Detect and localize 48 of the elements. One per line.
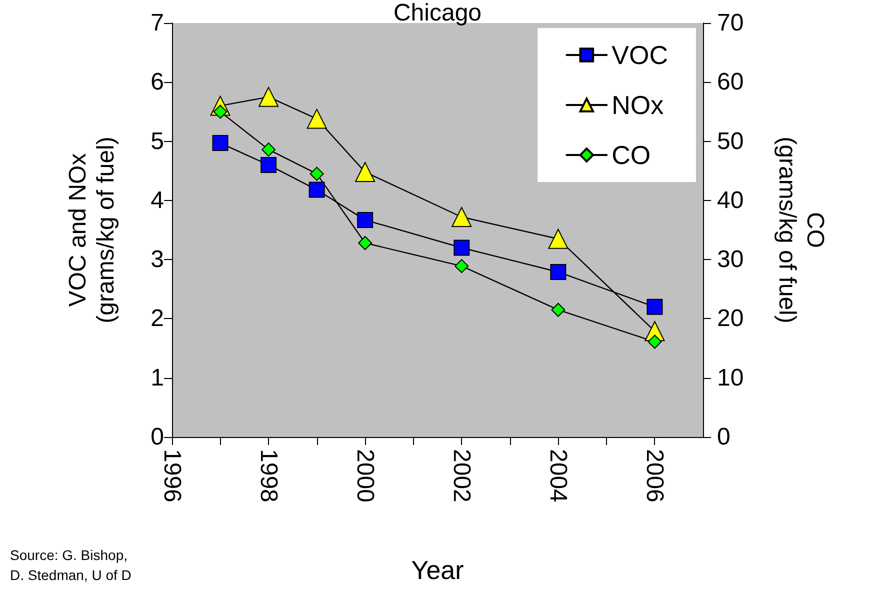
x-tick-label: 2004 [544,449,572,502]
y-axis-title: VOC and NOx (grams/kg of fuel) [64,136,120,324]
point [310,166,324,181]
point [260,156,277,173]
point [212,135,228,152]
point [262,142,276,157]
point [358,236,372,250]
point [548,228,568,249]
point [454,259,469,274]
point [306,108,327,129]
legend-label: NOx [612,90,664,120]
point [550,264,566,280]
x-tick-label: 2002 [448,449,476,502]
y-tick-label: 5 [150,128,164,155]
y-tick-label: 7 [150,10,164,36]
point [551,302,566,317]
point [646,298,663,315]
y2-tick-label: 50 [717,128,744,155]
y2-tick-label: 30 [717,246,744,274]
point [452,206,472,227]
y-tick-label: 6 [150,68,164,96]
y2-axis-title: CO (grams/kg of fuel) [774,136,828,324]
y2-tick-label: 60 [717,68,744,96]
point [308,182,325,198]
x-tick-label: 1998 [255,449,282,502]
y2-tick-label: 0 [717,424,730,450]
y-tick-label: 1 [150,364,164,392]
point [454,240,470,256]
legend-label: VOC [612,40,668,70]
y-tick-label: 3 [150,246,164,274]
source-note: Source: G. Bishop, D. Stedman, U of D [10,547,132,583]
legend-label: CO [612,140,651,170]
x-tick-label: 2000 [352,449,379,502]
point [357,212,374,228]
y-tick-label: 0 [150,424,164,450]
chart-title: Chicago [393,0,482,26]
x-tick-label: 2006 [641,449,668,502]
y2-tick-label: 70 [717,10,744,36]
point [355,162,376,182]
x-tick-label: 1996 [158,449,186,502]
y2-tick-label: 20 [717,305,744,332]
x-axis-title: Year [411,555,464,585]
point [648,334,662,349]
y2-tick-label: 40 [717,186,744,214]
y-tick-label: 4 [150,186,164,214]
y2-tick-label: 10 [717,364,744,392]
point [258,86,279,107]
y-tick-label: 2 [150,305,164,332]
